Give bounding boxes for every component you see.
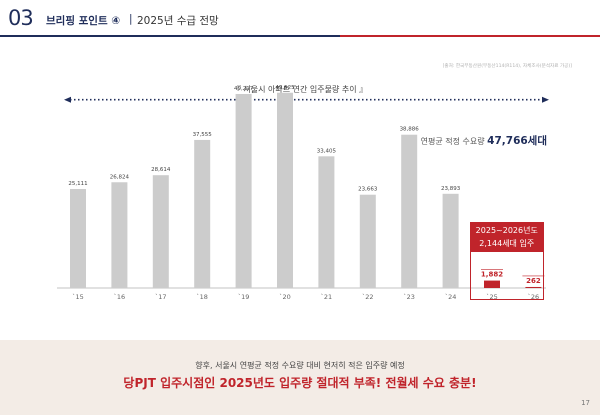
summary-line-2: 당PJT 입주시점인 2025년도 입주량 절대적 부족! 전월세 수요 충분!: [123, 376, 477, 390]
data-label-5: 49,525: [275, 85, 295, 91]
tick-label-1: `16: [114, 293, 126, 301]
data-label-4: 49,217: [234, 86, 254, 92]
bar-6: [318, 156, 335, 288]
data-label-2: 28,614: [151, 167, 171, 173]
data-label-10: 1,882: [481, 271, 503, 279]
bar-8: [401, 134, 418, 288]
header-rule-navy: [0, 35, 340, 37]
bar-0: [70, 189, 86, 288]
section-number: 03: [8, 6, 34, 30]
tick-label-3: `18: [196, 293, 208, 301]
highlight-line1: 2025~2026년도: [475, 226, 538, 235]
avg-arrow-left: [64, 96, 71, 103]
avg-demand-text: 연평균 적정 수요량: [420, 137, 485, 146]
bar-1: [111, 182, 128, 288]
section-subtitle: 2025년 수급 전망: [137, 15, 219, 27]
tick-label-9: `24: [445, 293, 457, 301]
section-title: 브리핑 포인트 ④: [46, 15, 121, 27]
title-separator: |: [129, 13, 133, 25]
data-label-0: 25,111: [68, 181, 87, 187]
tick-label-10: `25: [486, 293, 498, 301]
bar-2: [152, 175, 169, 288]
data-label-3: 37,555: [193, 132, 213, 138]
page-number: 17: [581, 399, 590, 407]
header-rule-red: [340, 35, 600, 37]
data-label-11: 262: [526, 277, 541, 285]
data-label-9: 23,893: [441, 186, 461, 192]
tick-label-7: `22: [362, 293, 374, 301]
tick-label-6: `21: [321, 293, 333, 301]
highlight-header: 2025~2026년도 2,144세대 입주: [470, 222, 544, 252]
data-label-8: 38,886: [400, 127, 420, 133]
bar-9: [442, 193, 459, 288]
bar-5: [277, 92, 293, 289]
data-label-6: 33,405: [317, 148, 337, 154]
tick-label-8: `23: [403, 293, 415, 301]
tick-label-0: `15: [72, 293, 84, 301]
highlight-line2: 2,144세대 입주: [479, 239, 535, 248]
data-label-7: 23,663: [358, 187, 378, 193]
avg-demand-value: 47,766세대: [487, 135, 547, 147]
summary-panel: 향후, 서울시 연평균 적정 수요량 대비 현저히 적은 입주량 예정 당PJT…: [0, 340, 600, 415]
bar-3: [194, 139, 211, 288]
summary-line-1: 향후, 서울시 연평균 적정 수요량 대비 현저히 적은 입주량 예정: [195, 361, 405, 370]
avg-arrow-right: [542, 96, 549, 103]
chart-title: 『 서울시 아파트 연간 입주물량 추이 』: [232, 85, 368, 94]
bar-7: [359, 194, 376, 288]
tick-label-11: `26: [528, 293, 540, 301]
tick-label-2: `17: [155, 293, 167, 301]
bar-chart: 25,111 `15 26,824 `16 28,614 `17 37,555 `18 49,2…: [57, 85, 549, 301]
data-label-1: 26,824: [110, 174, 130, 180]
avg-demand-label: 연평균 적정 수요량 47,766세대: [421, 133, 547, 148]
bar-4: [235, 93, 252, 289]
page-header: 03 브리핑 포인트 ④ | 2025년 수급 전망: [0, 0, 600, 36]
bar-10: [484, 280, 500, 288]
bar-11: [525, 286, 542, 288]
source-note: [출처: 한국부동산원(부동산114(R114), 자체조사(분석자료 가공)]: [442, 64, 572, 69]
tick-label-5: `20: [279, 293, 291, 301]
tick-label-4: `19: [238, 293, 250, 301]
